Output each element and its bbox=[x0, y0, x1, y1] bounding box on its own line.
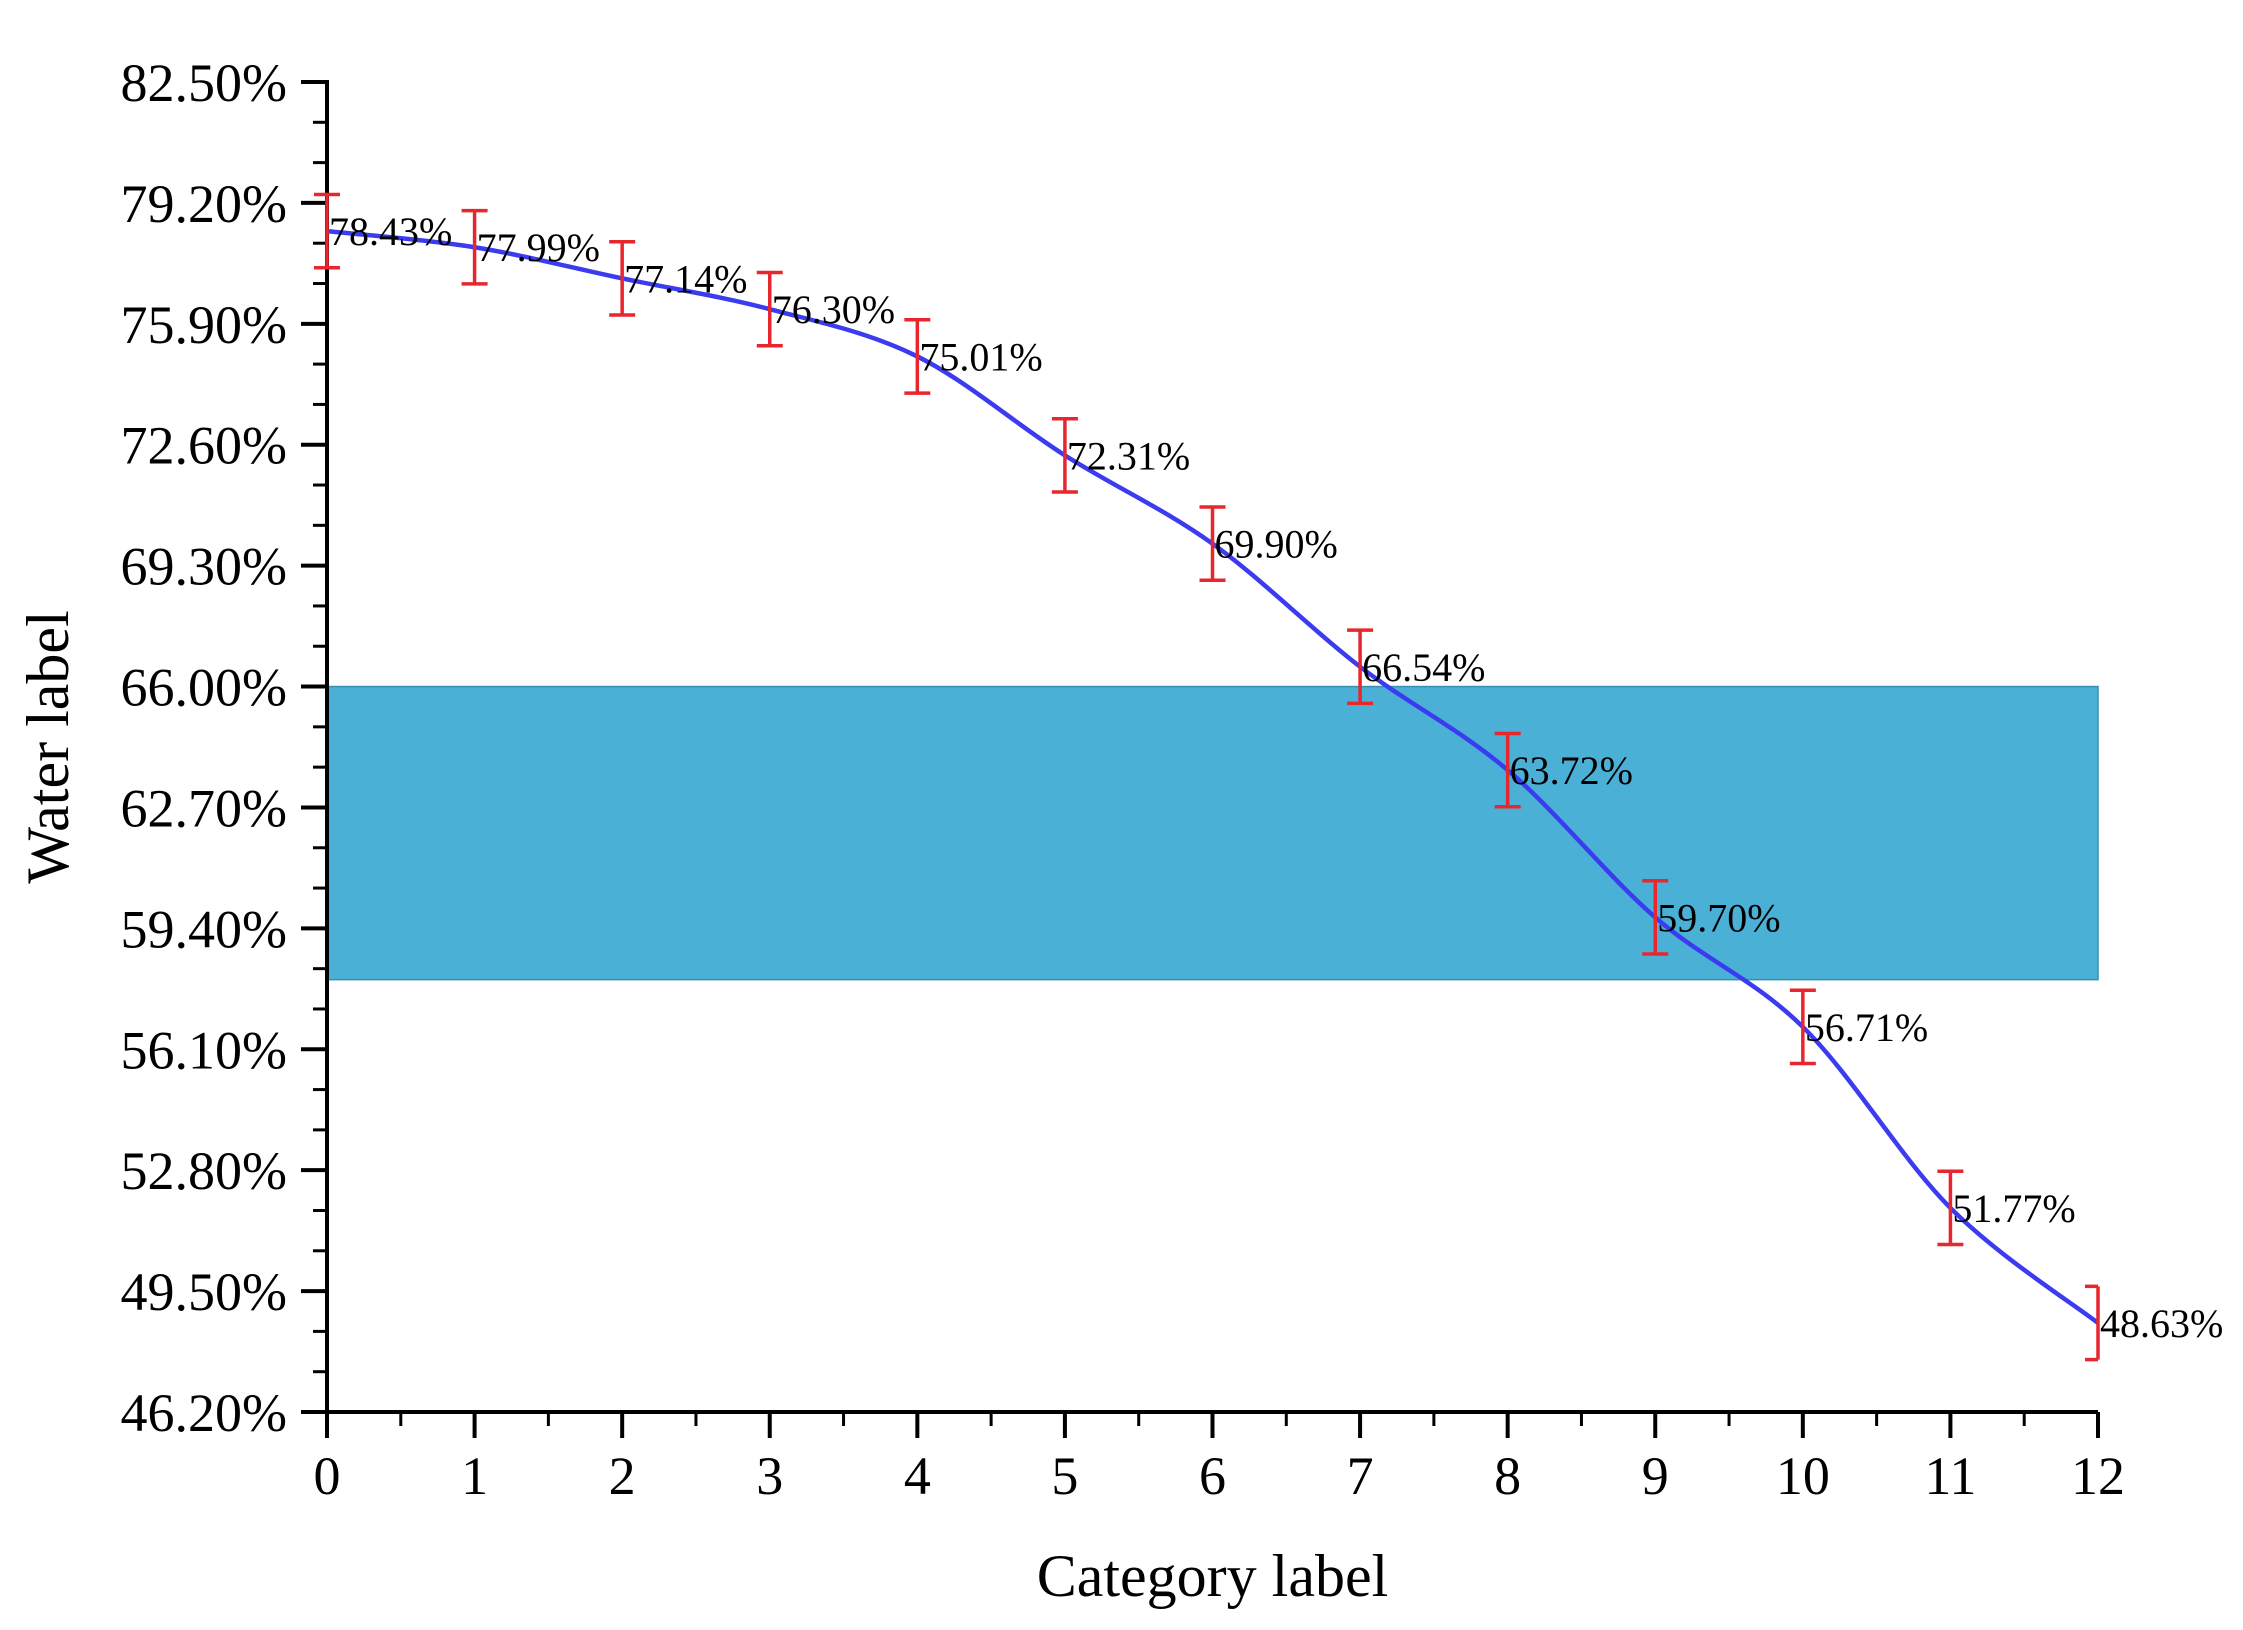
error-bar-layer bbox=[314, 192, 2100, 1362]
series-line bbox=[326, 228, 2100, 1325]
y-tick-label: 69.30% bbox=[121, 537, 287, 597]
data-label: 69.90% bbox=[1215, 522, 1338, 567]
x-tick-label: 11 bbox=[1924, 1446, 1976, 1506]
error-bar bbox=[1937, 1169, 1964, 1247]
series-layer bbox=[326, 228, 2100, 1325]
x-tick-label: 10 bbox=[1776, 1446, 1830, 1506]
data-label: 75.01% bbox=[919, 334, 1042, 379]
error-bar bbox=[461, 208, 488, 286]
error-bar bbox=[609, 239, 636, 317]
axes-layer: 46.20% 49.50% 52.80% 56.10% 59.40% 62.70% 66.0… bbox=[121, 53, 2125, 1506]
data-label: 78.43% bbox=[329, 209, 452, 254]
error-bar bbox=[1199, 505, 1226, 583]
x-tick-label: 7 bbox=[1347, 1446, 1374, 1506]
x-tick-label: 12 bbox=[2071, 1446, 2125, 1506]
data-label-layer: 78.43% 77.99% 77.14% 76.30% 75.01% 72.31% 69.9… bbox=[329, 209, 2223, 1346]
error-bar bbox=[1051, 416, 1078, 494]
y-tick-label: 52.80% bbox=[121, 1141, 287, 1201]
highlight-band bbox=[326, 685, 2099, 981]
data-label: 66.54% bbox=[1362, 645, 1485, 690]
error-bar bbox=[1789, 988, 1816, 1066]
highlight-band-layer bbox=[326, 685, 2099, 981]
x-axis-title: Category label bbox=[1037, 1543, 1389, 1609]
x-tick-label: 3 bbox=[756, 1446, 783, 1506]
data-label: 63.72% bbox=[1510, 748, 1633, 793]
error-bar bbox=[756, 270, 783, 348]
y-tick-label: 66.00% bbox=[121, 658, 287, 718]
error-bar bbox=[904, 318, 931, 395]
x-tick-label: 4 bbox=[904, 1446, 931, 1506]
y-tick-label: 49.50% bbox=[121, 1262, 287, 1322]
x-tick-label: 1 bbox=[461, 1446, 488, 1506]
x-tick-label: 0 bbox=[314, 1446, 341, 1506]
y-tick-label: 75.90% bbox=[121, 295, 287, 355]
x-tick-label: 6 bbox=[1199, 1446, 1226, 1506]
y-tick-label: 46.20% bbox=[121, 1383, 287, 1443]
y-tick-label: 79.20% bbox=[121, 174, 287, 234]
x-tick-label: 9 bbox=[1642, 1446, 1669, 1506]
x-tick-label: 8 bbox=[1494, 1446, 1521, 1506]
x-tick-label: 2 bbox=[609, 1446, 636, 1506]
y-tick-label: 82.50% bbox=[121, 53, 287, 113]
error-bar bbox=[1642, 878, 1669, 956]
error-bar bbox=[2085, 1284, 2100, 1362]
error-bar bbox=[1347, 628, 1374, 706]
data-label: 77.14% bbox=[624, 256, 747, 301]
data-label: 59.70% bbox=[1657, 895, 1780, 940]
y-tick-label: 59.40% bbox=[121, 899, 287, 959]
data-label: 77.99% bbox=[477, 225, 600, 270]
data-label: 72.31% bbox=[1067, 433, 1190, 478]
data-label: 51.77% bbox=[1952, 1186, 2075, 1231]
y-tick-label: 62.70% bbox=[121, 778, 287, 838]
y-tick-label: 56.10% bbox=[121, 1020, 287, 1080]
y-axis-title: Water label bbox=[15, 610, 81, 883]
x-tick-label: 5 bbox=[1051, 1446, 1078, 1506]
data-label: 48.63% bbox=[2100, 1301, 2223, 1346]
error-bar bbox=[314, 192, 340, 270]
y-tick-label: 72.60% bbox=[121, 416, 287, 476]
error-bar bbox=[1494, 731, 1521, 809]
data-label: 76.30% bbox=[772, 287, 895, 332]
data-label: 56.71% bbox=[1805, 1005, 1928, 1050]
